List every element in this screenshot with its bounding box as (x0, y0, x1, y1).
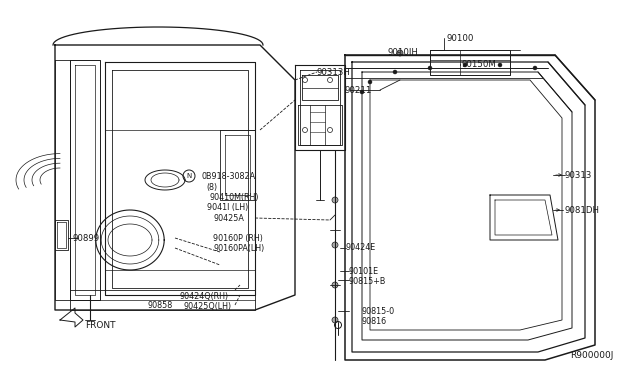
Text: 90150M: 90150M (462, 60, 497, 68)
Circle shape (332, 317, 338, 323)
Text: 90899: 90899 (72, 234, 99, 243)
Text: 90101E: 90101E (349, 266, 379, 276)
Text: 90858: 90858 (147, 301, 172, 311)
Text: 90815+B: 90815+B (349, 276, 387, 285)
Text: 90424Q(RH): 90424Q(RH) (180, 292, 229, 301)
Text: R900000J: R900000J (570, 350, 613, 359)
Circle shape (463, 63, 467, 67)
Circle shape (533, 66, 537, 70)
Circle shape (397, 50, 403, 56)
Text: FRONT: FRONT (85, 321, 115, 330)
Text: 90815-0: 90815-0 (362, 307, 395, 315)
Text: 90211: 90211 (345, 86, 372, 94)
Text: N: N (186, 173, 191, 179)
Circle shape (332, 242, 338, 248)
Text: 90425A: 90425A (214, 214, 245, 222)
Circle shape (332, 282, 338, 288)
Text: 90313H: 90313H (317, 67, 351, 77)
Circle shape (428, 66, 432, 70)
Circle shape (332, 197, 338, 203)
Text: 9081DH: 9081DH (565, 205, 600, 215)
Text: 90160PA(LH): 90160PA(LH) (213, 244, 264, 253)
Text: 90100: 90100 (447, 33, 474, 42)
Text: 90424E: 90424E (346, 244, 376, 253)
Text: 9041I (LH): 9041I (LH) (207, 202, 248, 212)
Circle shape (360, 90, 364, 94)
Circle shape (368, 80, 372, 84)
Circle shape (498, 63, 502, 67)
Text: (8): (8) (206, 183, 217, 192)
Text: 9010IH: 9010IH (388, 48, 419, 57)
Circle shape (393, 70, 397, 74)
Text: 90816: 90816 (362, 317, 387, 327)
Text: 90313: 90313 (565, 170, 593, 180)
Text: 90425Q(LH): 90425Q(LH) (183, 301, 231, 311)
Text: 0B918-3082A: 0B918-3082A (202, 171, 256, 180)
Text: 90160P (RH): 90160P (RH) (213, 234, 263, 243)
Text: 90410M(RH): 90410M(RH) (210, 192, 259, 202)
